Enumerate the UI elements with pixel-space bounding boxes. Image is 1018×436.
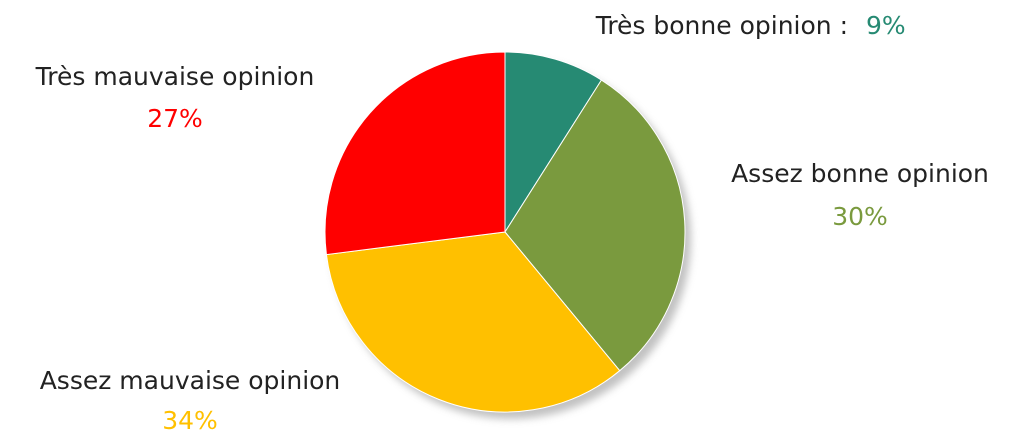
value-label: 27% [147,104,203,133]
pie-slice [324,51,506,256]
category-label: Très bonne opinion : [595,11,848,40]
category-label: Très mauvaise opinion [35,62,315,91]
value-label: 34% [162,406,218,435]
value-label: 30% [832,202,888,231]
pie-slice [504,79,686,372]
category-label: Assez mauvaise opinion [40,366,341,395]
pie-slice [504,51,603,234]
value-label: 9% [866,11,906,40]
category-label: Assez bonne opinion [731,159,989,188]
pie-slice [325,231,621,413]
